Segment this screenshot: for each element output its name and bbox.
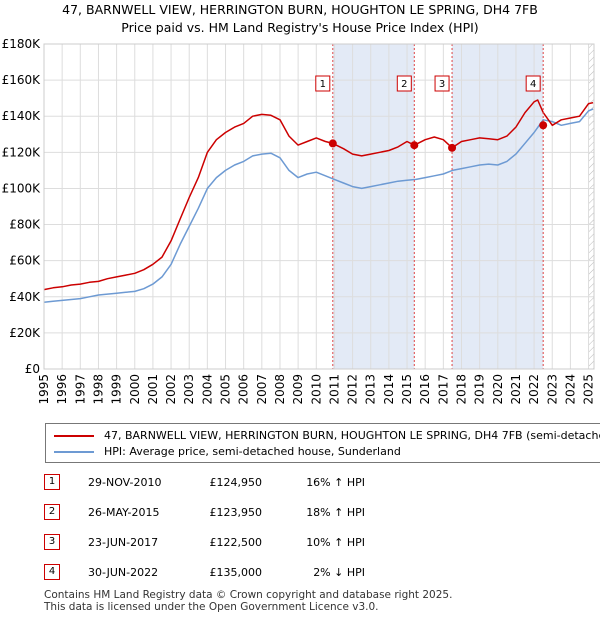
sale-price: £123,950 [209,506,263,519]
hpi-line [43,108,594,303]
x-tick-label: 2022 [527,374,541,405]
y-tick-label: £40K [9,290,41,304]
x-tick-label: 2012 [346,374,360,405]
legend-label-hpi: HPI: Average price, semi-detached house,… [104,445,401,458]
x-tick-label: 1997 [73,374,87,405]
sale-date: 30-JUN-2022 [88,566,159,579]
x-tick-label: 2020 [491,374,505,405]
sale-number-badge: 4 [44,564,60,580]
y-tick-label: £80K [9,218,41,232]
sale-point [448,143,457,152]
sale-hpi-diff: 2% ↓ HPI [313,566,365,579]
y-tick-label: £160K [2,73,42,87]
footer: Contains HM Land Registry data © Crown c… [44,589,452,613]
plot-border [43,43,595,370]
chart-legend: 47, BARNWELL VIEW, HERRINGTON BURN, HOUG… [45,423,600,463]
footer-copyright: Contains HM Land Registry data © Crown c… [44,589,453,601]
sale-price: £124,950 [209,476,263,489]
sale-date: 29-NOV-2010 [88,476,162,489]
x-tick-label: 2004 [200,374,214,405]
sale-number-box [525,75,541,92]
chart-title: 47, BARNWELL VIEW, HERRINGTON BURN, HOUG… [62,2,538,17]
x-tick-label: 2015 [400,374,414,405]
y-tick-label: £20K [9,326,41,340]
x-tick-label: 2003 [182,374,196,405]
y-tick-label: £140K [2,109,42,123]
x-tick-label: 2010 [309,374,323,405]
table-row: 3 23-JUN-2017 £122,500 10% ↑ HPI [0,534,600,554]
sale-period-shading [332,44,415,369]
sale-number-box [315,75,331,92]
x-tick-label: 2000 [128,374,142,405]
x-tick-label: 2008 [273,374,287,405]
sale-hpi-diff: 16% ↑ HPI [306,476,365,489]
x-tick-label: 2007 [255,374,269,405]
x-tick-label: 1998 [91,374,105,405]
legend-swatch-hpi [54,451,94,453]
y-tick-label: £0 [25,362,40,376]
y-tick-label: £180K [2,37,42,51]
x-tick-label: 2021 [509,374,523,405]
x-tick-label: 2014 [382,374,396,405]
sale-number-label: 4 [530,79,536,90]
x-tick-label: 1996 [55,374,69,405]
x-tick-label: 2024 [563,374,577,405]
sale-hpi-diff: 18% ↑ HPI [306,506,365,519]
sale-number-label: 1 [320,79,326,90]
forecast-hatch [588,44,594,369]
sale-date: 26-MAY-2015 [88,506,160,519]
chart-subtitle: Price paid vs. HM Land Registry's House … [121,20,479,35]
property-price-line [43,99,594,291]
legend-label-property: 47, BARNWELL VIEW, HERRINGTON BURN, HOUG… [104,429,600,442]
sale-hpi-diff: 10% ↑ HPI [306,536,365,549]
table-row: 4 30-JUN-2022 £135,000 2% ↓ HPI [0,564,600,584]
price-chart: 1 2 3 4 £0 £20K £40K £60K £80K £100K £120K £140K £1… [2,37,596,405]
sale-point [539,121,548,130]
x-tick-label: 2013 [364,374,378,405]
x-tick-label: 2002 [164,374,178,405]
x-tick-label: 1995 [37,374,51,405]
table-row: 2 26-MAY-2015 £123,950 18% ↑ HPI [0,504,600,524]
sale-point [410,141,419,150]
x-tick-label: 2019 [473,374,487,405]
sale-number-label: 2 [401,79,407,90]
x-tick-label: 2023 [545,374,559,405]
sale-number-badge: 1 [44,474,60,490]
x-tick-label: 2025 [582,374,596,405]
x-tick-label: 2017 [436,374,450,405]
x-tick-label: 2006 [237,374,251,405]
x-tick-label: 2001 [146,374,160,405]
legend-item-hpi: HPI: Average price, semi-detached house,… [54,445,401,461]
x-tick-label: 1999 [110,374,124,405]
legend-swatch-property [54,435,94,437]
y-tick-label: £60K [9,254,41,268]
footer-licence: This data is licensed under the Open Gov… [44,601,379,613]
x-tick-label: 2018 [454,374,468,405]
sale-point [328,139,337,148]
y-tick-label: £100K [2,181,42,195]
sale-number-label: 3 [439,79,445,90]
x-tick-label: 2005 [219,374,233,405]
x-tick-label: 2011 [327,374,341,405]
sale-number-badge: 3 [44,534,60,550]
sale-date: 23-JUN-2017 [88,536,159,549]
x-tick-label: 2016 [418,374,432,405]
table-row: 1 29-NOV-2010 £124,950 16% ↑ HPI [0,474,600,494]
sale-price: £122,500 [209,536,263,549]
legend-item-property: 47, BARNWELL VIEW, HERRINGTON BURN, HOUG… [54,429,600,445]
y-tick-label: £120K [2,145,42,159]
sale-price: £135,000 [209,566,263,579]
sale-number-box [434,75,450,92]
sale-number-box [396,75,412,92]
x-tick-label: 2009 [291,374,305,405]
sale-number-badge: 2 [44,504,60,520]
